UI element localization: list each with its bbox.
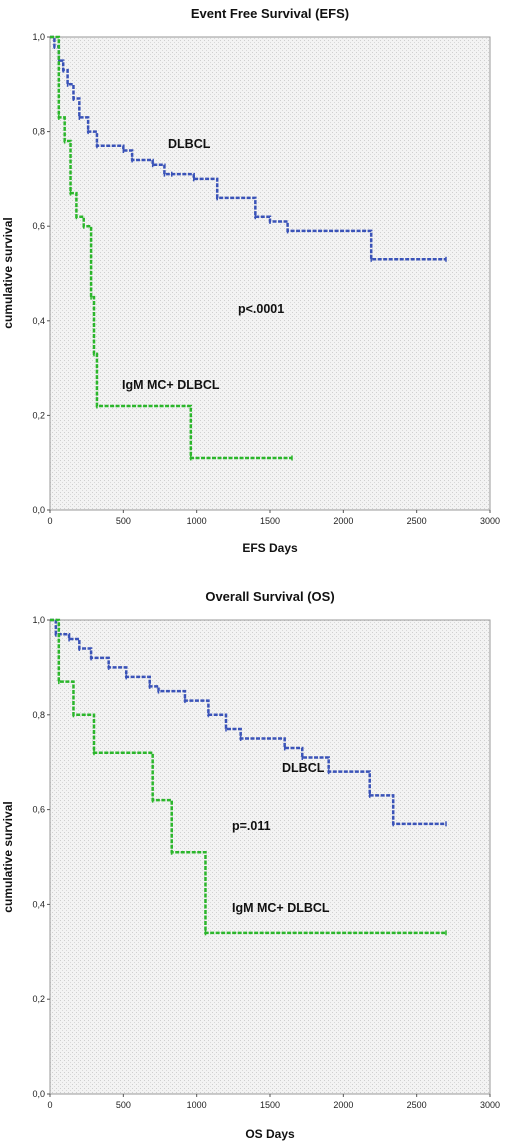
efs-x-tick-label: 1000	[187, 516, 207, 526]
os-plot-area	[49, 619, 491, 1095]
os-x-tick-label: 2500	[407, 1100, 427, 1110]
os-x-tick-label: 2000	[333, 1100, 353, 1110]
efs-plot-area	[49, 36, 491, 511]
efs-curve-igm-mc-dlbcl	[50, 35, 292, 460]
os-x-tick-label: 500	[116, 1100, 131, 1110]
efs-title: Event Free Survival (EFS)	[191, 6, 349, 21]
efs-curve-dlbcl	[50, 35, 446, 261]
efs-x-tick-label: 2000	[333, 516, 353, 526]
efs-x-tick-label: 500	[116, 516, 131, 526]
os-chart: Overall Survival (OS) 0,0 0,2 0,4 0,6 0,8 1,0…	[1, 589, 500, 1141]
os-igm-label: IgM MC+ DLBCL	[232, 901, 330, 915]
os-y-tick-label: 0,0	[32, 1089, 45, 1099]
os-y-axis-label: cumulative survival	[1, 801, 15, 912]
efs-p-value: p<.0001	[238, 302, 284, 316]
os-y-tick-label: 0,2	[32, 994, 45, 1004]
efs-y-tick-label: 0,6	[32, 221, 45, 231]
efs-chart: Event Free Survival (EFS) 0,00,20,40,60,…	[1, 6, 500, 555]
efs-x-tick-label: 3000	[480, 516, 500, 526]
efs-y-tick-label: 1,0	[32, 32, 45, 42]
efs-y-tick-label: 0,4	[32, 316, 45, 326]
os-y-tick-label: 0,8	[32, 710, 45, 720]
os-x-tick-label: 1500	[260, 1100, 280, 1110]
efs-series	[50, 35, 447, 461]
os-curve-igm-mc-dlbcl	[50, 618, 446, 935]
os-title: Overall Survival (OS)	[205, 589, 334, 604]
efs-y-axis: 0,0 0,2 0,4 0,6 0,8 1,0	[32, 32, 50, 515]
efs-x-axis: 0 500 1000 1500 2000 2500 3000	[47, 510, 500, 526]
efs-y-tick-label: 0,0	[32, 505, 45, 515]
os-x-axis: 0 500 1000 1500 2000 2500 3000	[47, 1094, 500, 1110]
efs-igm-label: IgM MC+ DLBCL	[122, 378, 220, 392]
efs-x-tick-label: 2500	[407, 516, 427, 526]
os-y-tick-label: 1,0	[32, 615, 45, 625]
os-x-tick-label: 3000	[480, 1100, 500, 1110]
efs-y-tick-label: 0,2	[32, 410, 45, 420]
efs-y-axis-label: cumulative survival	[1, 217, 15, 328]
os-y-tick-label: 0,4	[32, 899, 45, 909]
os-y-axis: 0,0 0,2 0,4 0,6 0,8 1,0	[32, 615, 50, 1099]
efs-x-axis-label: EFS Days	[242, 541, 298, 555]
os-p-value: p=.011	[232, 819, 271, 833]
os-x-axis-label: OS Days	[245, 1127, 295, 1141]
os-y-tick-label: 0,6	[32, 805, 45, 815]
efs-y-tick-label: 0,8	[32, 127, 45, 137]
os-x-tick-label: 0	[47, 1100, 52, 1110]
efs-x-tick-label: 1500	[260, 516, 280, 526]
efs-dlbcl-label: DLBCL	[168, 137, 211, 151]
os-dlbcl-label: DLBCL	[282, 761, 325, 775]
os-x-tick-label: 1000	[187, 1100, 207, 1110]
efs-x-tick-label: 0	[47, 516, 52, 526]
os-series	[50, 618, 447, 936]
